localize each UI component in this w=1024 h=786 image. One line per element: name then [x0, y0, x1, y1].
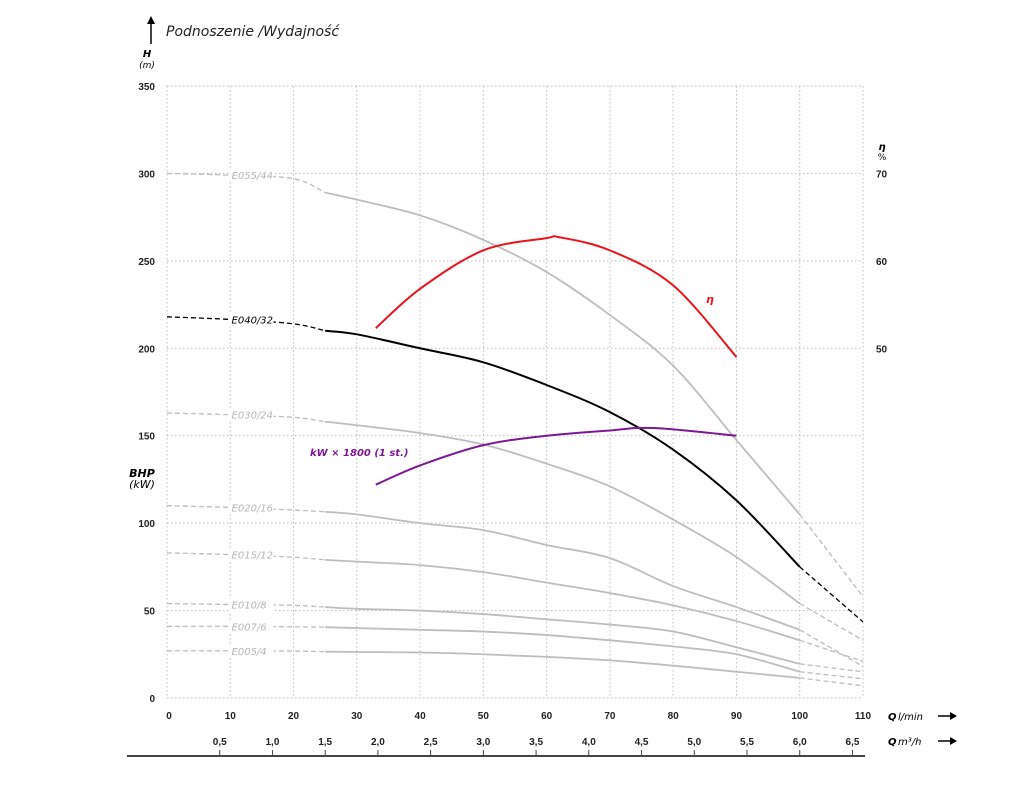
y2-tick-label: 50 — [876, 344, 888, 355]
x2-tick-label: 4,0 — [582, 737, 596, 748]
x-tick-label: 100 — [791, 711, 808, 722]
curve-dashed — [799, 671, 864, 680]
y2-tick-label: 60 — [876, 257, 888, 268]
curve-dashed — [799, 663, 864, 673]
x2-tick-label: 0,5 — [213, 737, 227, 748]
y-axis-label: H — [143, 49, 152, 60]
x2-tick-label: 5,5 — [740, 737, 754, 748]
x2-tick-label: 6,0 — [793, 737, 807, 748]
curve-dashed — [799, 677, 864, 687]
x-tick-label: 40 — [415, 711, 427, 722]
x2-tick-label: 3,0 — [476, 737, 490, 748]
x2-tick-label: 3,5 — [529, 737, 543, 748]
curve-E040/32 — [325, 329, 801, 568]
x2-tick-label: 5,0 — [687, 737, 701, 748]
y-tick-label: 100 — [138, 519, 155, 530]
x-tick-label: 70 — [604, 711, 616, 722]
axis-labels: 0 10 20 30 40 50 60 70 80 90 100 110 0 50 100 150 200 250… — [138, 82, 888, 756]
arrow-right-icon — [938, 712, 957, 720]
x-tick-label: 80 — [668, 711, 680, 722]
chart-title: Podnoszenie /Wydajność — [166, 24, 340, 40]
y-tick-label: 250 — [138, 257, 155, 268]
curve-E015/12 — [325, 558, 800, 642]
power-curve — [375, 426, 737, 486]
label-bg — [229, 408, 274, 422]
efficiency-label: η — [706, 293, 714, 306]
x-tick-label: 20 — [288, 711, 300, 722]
x-tick-label: 60 — [541, 711, 553, 722]
curves: E055/44 E040/32 E030/24 E020/16 E015/12 E010/… — [166, 169, 864, 687]
curve-label: E020/16 — [232, 503, 274, 514]
y2-axis-label: η — [878, 142, 885, 153]
x2-tick-label: 2,0 — [371, 737, 385, 748]
y-tick-label: 0 — [149, 694, 155, 705]
y-axis-unit: (m) — [139, 61, 155, 71]
x-tick-label: 90 — [731, 711, 743, 722]
curve-dashed — [799, 639, 864, 662]
curve-label: E030/24 — [232, 411, 274, 422]
x2-tick-label: 6,5 — [846, 737, 860, 748]
y2-axis-unit: % — [878, 153, 887, 163]
label-bg — [229, 313, 274, 327]
x2-tick-label: 1,0 — [266, 737, 280, 748]
x-tick-label: 10 — [225, 711, 237, 722]
bhp-label: BHP — [129, 467, 155, 480]
label-bg — [229, 620, 274, 634]
curve-dashed — [799, 514, 864, 597]
bhp-unit: (kW) — [129, 478, 155, 491]
curve-E007/6 — [325, 626, 800, 673]
curve-label: E005/4 — [232, 647, 267, 658]
y-tick-label: 200 — [138, 344, 155, 355]
y-tick-label: 350 — [138, 82, 155, 93]
curve-E020/16 — [325, 510, 801, 631]
x-tick-label: 50 — [478, 711, 490, 722]
grid — [166, 85, 864, 699]
curve-label: E040/32 — [232, 315, 274, 326]
x2-tick-label: 1,5 — [318, 737, 332, 748]
label-bg — [229, 548, 274, 562]
y2-tick-label: 70 — [876, 169, 888, 180]
x-tick-label: 110 — [855, 711, 872, 722]
label-bg — [229, 598, 274, 612]
curve-E005/4 — [325, 650, 800, 679]
curve-label: E007/6 — [232, 622, 267, 633]
curve-label: E055/44 — [232, 171, 274, 182]
x-tick-label: 0 — [166, 711, 172, 722]
x2-axis-label: Q — [888, 737, 897, 748]
curve-E010/8 — [325, 606, 800, 665]
x2-axis-unit: m³/h — [898, 737, 921, 748]
curve-dashed — [799, 629, 864, 668]
x2-tick-label: 2,5 — [424, 737, 438, 748]
curve-E055/44 — [324, 191, 801, 515]
curve-dashed — [799, 603, 864, 641]
label-bg — [229, 169, 274, 183]
curve-label: E015/12 — [232, 551, 274, 562]
arrow-head-icon — [147, 16, 155, 24]
label-bg — [229, 501, 274, 515]
arrow-right-icon — [938, 737, 957, 745]
x-axis-label: Q — [888, 712, 897, 723]
x-axis-unit: l/min — [898, 712, 923, 723]
y-tick-label: 300 — [138, 169, 155, 180]
y-tick-label: 150 — [138, 432, 155, 443]
power-label: kW × 1800 (1 st.) — [310, 448, 408, 459]
x2-tick-label: 4,5 — [635, 737, 649, 748]
curve-E030/24 — [325, 420, 801, 605]
label-bg — [229, 644, 274, 658]
y-tick-label: 50 — [144, 607, 156, 618]
curve-dashed — [799, 566, 864, 623]
x-tick-label: 30 — [351, 711, 363, 722]
curve-label: E010/8 — [232, 600, 267, 611]
efficiency-curve — [375, 235, 738, 358]
